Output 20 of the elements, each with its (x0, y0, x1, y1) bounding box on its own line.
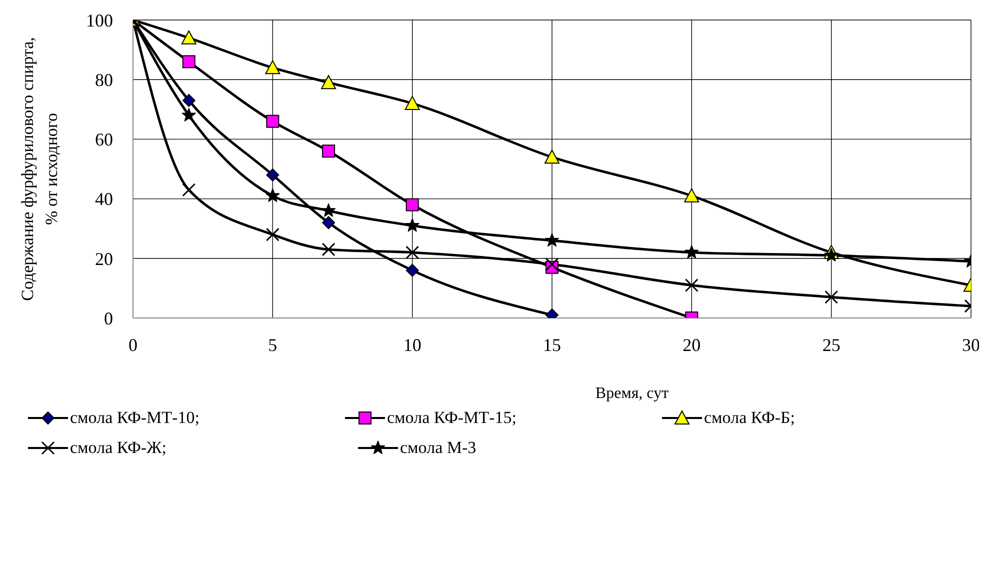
y-tick-label: 60 (95, 130, 113, 150)
legend-label: смола КФ-Б; (704, 408, 796, 428)
legend-label: смола КФ-МТ-15; (387, 408, 516, 428)
x-tick-label: 30 (962, 334, 980, 355)
x-tick-label: 5 (268, 334, 278, 355)
y-tick-label: 0 (104, 308, 113, 328)
y-tick-label: 20 (95, 248, 113, 269)
x-axis-title: Время, сут (595, 385, 669, 402)
y-tick-label: 40 (95, 189, 113, 210)
legend-label: смола КФ-МТ-10; (70, 408, 200, 428)
y-axis-title: Содержание фурфурилового спирта, % от исходного (18, 37, 61, 301)
y-tick-label: 100 (86, 10, 113, 30)
x-tick-label: 25 (822, 334, 840, 355)
legend-label: смола КФ-Ж; (70, 438, 166, 458)
x-tick-label: 20 (682, 334, 701, 355)
x-tick-label: 10 (403, 334, 422, 355)
y-tick-label: 80 (95, 70, 113, 90)
legend-label: смола М-3 (400, 438, 476, 458)
x-tick-label: 0 (128, 334, 138, 355)
x-tick-label: 15 (543, 334, 561, 355)
